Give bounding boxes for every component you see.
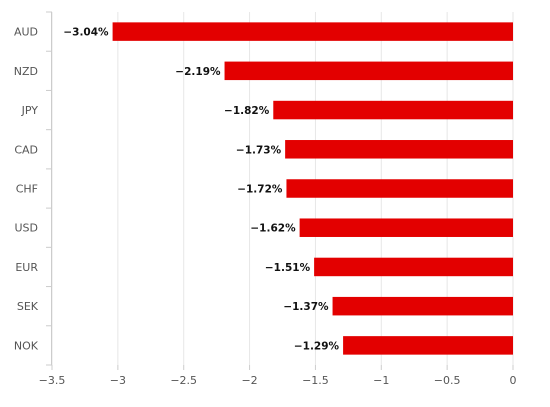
labels: −3.5 −3 −2.5 −2 −1.5 −1 −0.5 0 AUD −3.04% NZD −2.19…: [14, 26, 517, 387]
category-label-eur: EUR: [15, 261, 38, 274]
data-label-cad: −1.73%: [236, 144, 282, 156]
bars: [112, 22, 514, 355]
x-tick-label: −3.5: [39, 374, 66, 387]
category-label-nok: NOK: [14, 339, 39, 352]
category-label-nzd: NZD: [14, 65, 38, 78]
category-label-aud: AUD: [14, 26, 38, 39]
x-tick-label: −2.5: [170, 374, 197, 387]
data-label-jpy: −1.82%: [224, 105, 270, 117]
x-tick-label: −3: [110, 374, 126, 387]
category-label-chf: CHF: [16, 183, 38, 196]
bar-cad: [285, 140, 513, 159]
category-label-jpy: JPY: [21, 104, 39, 117]
bar-usd: [299, 218, 513, 237]
bar-sek: [332, 296, 513, 316]
bar-eur: [314, 257, 513, 277]
category-label-cad: CAD: [14, 143, 38, 156]
data-label-aud: −3.04%: [63, 27, 109, 39]
data-label-usd: −1.62%: [250, 223, 296, 235]
bar-nok: [343, 336, 513, 355]
data-label-sek: −1.37%: [283, 301, 329, 313]
data-label-chf: −1.72%: [237, 184, 283, 196]
x-tick-label: −1: [373, 374, 389, 387]
bar-chf: [286, 179, 513, 198]
category-label-sek: SEK: [17, 300, 39, 313]
x-tick-label: −0.5: [434, 374, 461, 387]
x-tick-label: −2: [241, 374, 257, 387]
bar-jpy: [273, 100, 513, 120]
axes: [46, 11, 514, 370]
data-label-eur: −1.51%: [265, 262, 311, 274]
bar-aud: [112, 22, 514, 41]
data-label-nok: −1.29%: [294, 340, 340, 352]
bar-nzd: [224, 61, 513, 81]
data-label-nzd: −2.19%: [175, 66, 221, 78]
category-label-usd: USD: [14, 222, 38, 235]
x-tick-label: 0: [510, 374, 517, 387]
x-tick-label: −1.5: [302, 374, 329, 387]
